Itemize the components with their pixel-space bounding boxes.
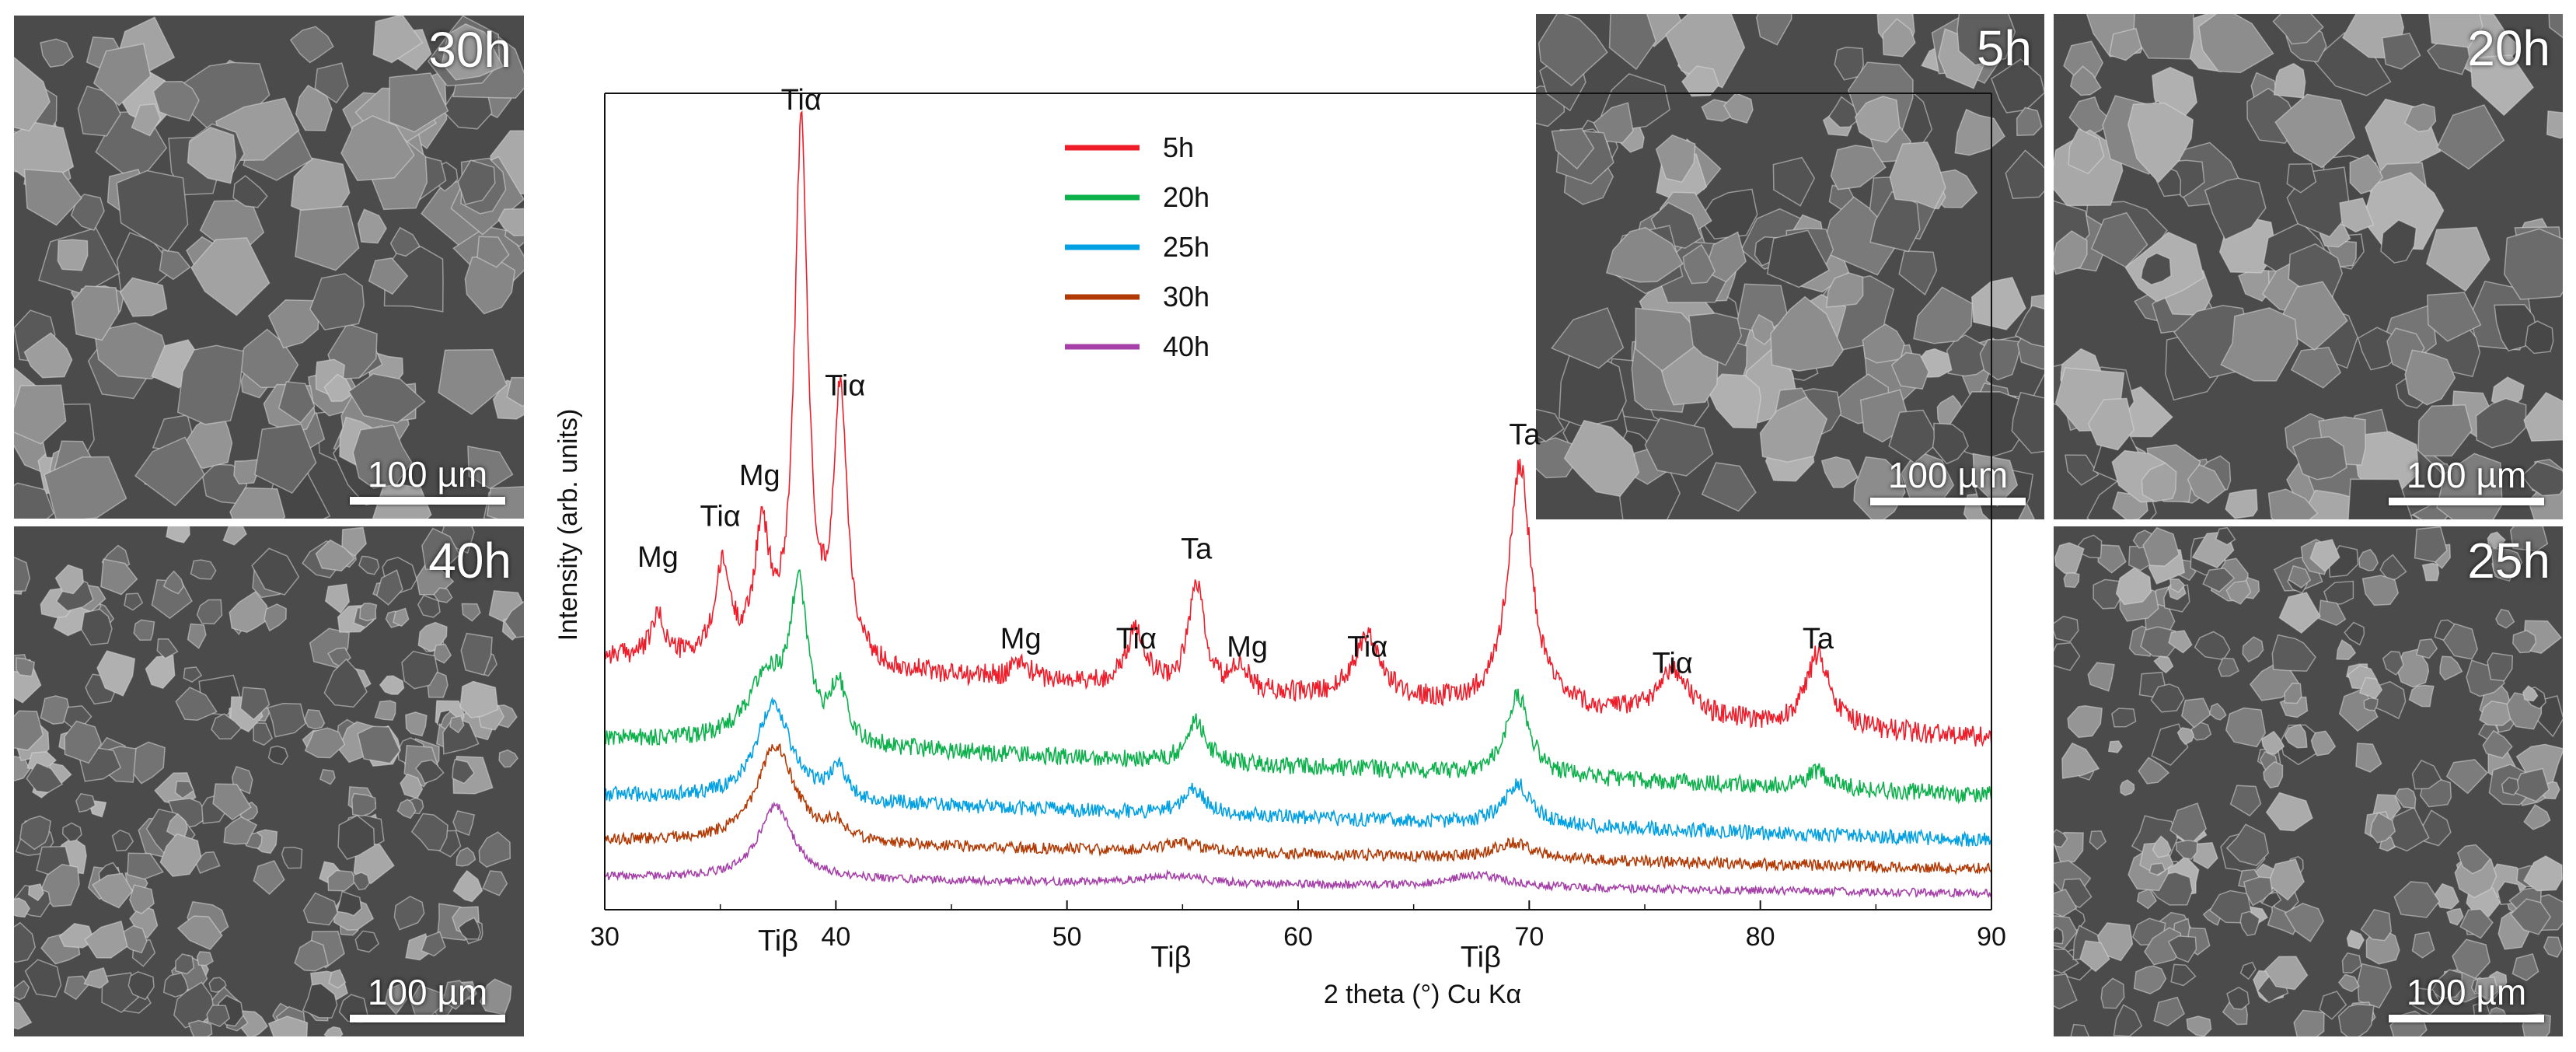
y-axis-label: Intensity (arb. units) [553, 409, 583, 641]
peak-annotation: Mg [739, 460, 780, 492]
x-tick-label-60: 60 [1283, 922, 1313, 952]
peak-annotation: Ta [1803, 623, 1834, 655]
chart-axes: 30 40 50 60 70 80 90 [590, 93, 2006, 952]
legend-label-40h: 40h [1163, 330, 1209, 362]
series-line-20h [604, 569, 1992, 805]
scale-bar-25h: 100 µm [2389, 974, 2544, 1022]
peak-annotation: Mg [637, 541, 679, 574]
scale-bar-line-25h [2389, 1015, 2544, 1022]
x-tick-label-80: 80 [1746, 922, 1775, 952]
legend-label-30h: 30h [1163, 281, 1209, 313]
sem-micrograph-5h [1536, 14, 2044, 519]
x-tick-label-70: 70 [1514, 922, 1544, 952]
peak-annotation: Tiα [825, 370, 865, 403]
scale-bar-text-25h: 100 µm [2406, 972, 2527, 1012]
scale-bar-text-40h: 100 µm [367, 972, 488, 1012]
sem-micrograph-30h [14, 16, 524, 519]
peak-annotation: Ta [1181, 533, 1213, 566]
peak-annotation: Ta [1509, 419, 1541, 452]
peak-annotation: Tiα [781, 84, 822, 117]
sem-panel-25h: 25h 100 µm [2054, 526, 2563, 1036]
xrd-chart: 30 40 50 60 70 80 90 Mg Tiα Mg Tiα Tiα Mg Tiα Ta Mg Tiα… [553, 84, 2006, 1009]
sem-micrograph-20h [2054, 14, 2563, 519]
peak-annotation: Tiα [1653, 648, 1693, 680]
sem-micrograph-40h [14, 526, 524, 1036]
peak-annotation: Tiα [1347, 631, 1387, 664]
peak-annotation: Tiα [1116, 623, 1157, 655]
scale-bar-text-30h: 100 µm [367, 454, 488, 495]
chart-legend: 5h 20h 25h 30h 40h [1065, 131, 1209, 362]
series-line-5h [604, 110, 1992, 747]
scale-bar-text-5h: 100 µm [1887, 455, 2009, 495]
legend-label-25h: 25h [1163, 231, 1209, 263]
scale-bar-line-20h [2389, 498, 2544, 505]
series-line-40h [604, 801, 1992, 899]
legend-label-5h: 5h [1163, 131, 1194, 163]
peak-annotation: Tiβ [1150, 942, 1191, 974]
sem-label-5h: 5h [1976, 20, 2032, 76]
series-line-30h [604, 743, 1992, 876]
x-tick-label-40: 40 [821, 922, 850, 952]
scale-bar-40h: 100 µm [350, 974, 505, 1022]
legend-label-20h: 20h [1163, 181, 1209, 213]
chart-annotations: Mg Tiα Mg Tiα Tiα Mg Tiα Ta Mg Tiα Ta Tiα Ta Tiβ Tiβ Ti… [637, 84, 1834, 974]
scale-bar-30h: 100 µm [350, 456, 505, 505]
series-line-25h [604, 696, 1992, 847]
peak-annotation: Tiβ [758, 925, 798, 958]
peak-annotation: Tiα [700, 501, 741, 533]
sem-panel-30h: 30h 100 µm [14, 16, 524, 519]
scale-bar-line-30h [350, 497, 505, 505]
scale-bar-20h: 100 µm [2389, 457, 2544, 505]
chart-series-layer [604, 110, 1992, 899]
sem-label-40h: 40h [428, 533, 511, 589]
sem-label-30h: 30h [428, 22, 511, 78]
x-tick-label-90: 90 [1977, 922, 2006, 952]
scale-bar-text-20h: 100 µm [2406, 455, 2527, 495]
sem-label-20h: 20h [2467, 20, 2550, 76]
scale-bar-line-5h [1870, 498, 2026, 505]
peak-annotation: Tiβ [1461, 942, 1501, 974]
sem-panel-5h: 5h 100 µm [1536, 14, 2044, 519]
sem-panel-40h: 40h 100 µm [14, 526, 524, 1036]
peak-annotation: Mg [1000, 623, 1042, 655]
x-tick-label-30: 30 [590, 922, 620, 952]
x-tick-label-50: 50 [1052, 922, 1082, 952]
sem-panel-20h: 20h 100 µm [2054, 14, 2563, 519]
scale-bar-line-40h [350, 1015, 505, 1022]
sem-micrograph-25h [2054, 526, 2563, 1036]
sem-label-25h: 25h [2467, 533, 2550, 589]
x-axis-label: 2 theta (°) Cu Kα [1324, 980, 1521, 1009]
peak-annotation: Mg [1227, 631, 1268, 664]
scale-bar-5h: 100 µm [1870, 457, 2026, 505]
